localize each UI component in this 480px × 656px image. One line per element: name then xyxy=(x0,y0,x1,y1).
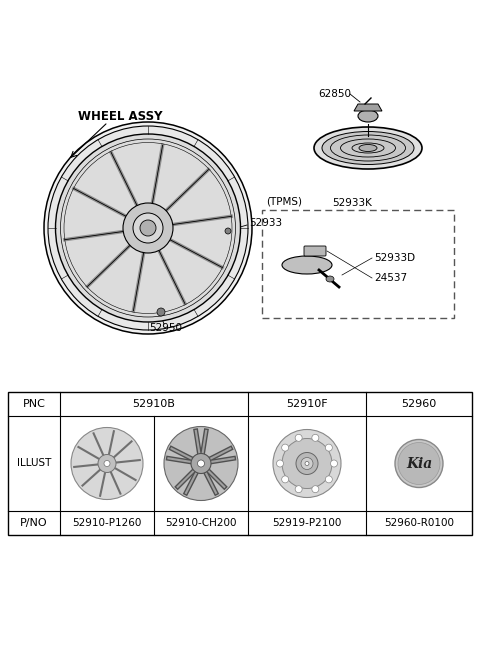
Circle shape xyxy=(191,453,211,474)
Circle shape xyxy=(140,220,156,236)
Ellipse shape xyxy=(44,122,252,334)
Text: P/NO: P/NO xyxy=(20,518,48,528)
Ellipse shape xyxy=(282,256,332,274)
Ellipse shape xyxy=(123,203,173,253)
Ellipse shape xyxy=(133,213,163,243)
Circle shape xyxy=(104,461,110,466)
Circle shape xyxy=(295,485,302,493)
Text: PNC: PNC xyxy=(23,399,46,409)
Circle shape xyxy=(296,453,318,474)
Ellipse shape xyxy=(358,110,378,122)
Text: 52950: 52950 xyxy=(149,323,182,333)
Circle shape xyxy=(312,434,319,441)
Ellipse shape xyxy=(326,276,334,282)
Ellipse shape xyxy=(359,144,377,152)
Circle shape xyxy=(197,460,204,467)
Bar xyxy=(262,210,454,318)
Circle shape xyxy=(398,443,440,485)
Circle shape xyxy=(395,440,443,487)
Circle shape xyxy=(325,476,332,483)
Circle shape xyxy=(276,460,284,467)
Circle shape xyxy=(164,426,238,501)
Circle shape xyxy=(273,430,341,497)
Circle shape xyxy=(325,444,332,451)
Circle shape xyxy=(331,460,337,467)
Text: WHEEL ASSY: WHEEL ASSY xyxy=(78,110,162,123)
Bar xyxy=(8,392,472,535)
Text: Kia: Kia xyxy=(406,457,432,470)
Text: 62850: 62850 xyxy=(318,89,351,99)
Ellipse shape xyxy=(56,134,240,322)
Circle shape xyxy=(98,455,116,472)
Text: 52933D: 52933D xyxy=(374,253,415,263)
Ellipse shape xyxy=(48,126,248,330)
Text: 52910F: 52910F xyxy=(286,399,328,409)
Text: 52960-R0100: 52960-R0100 xyxy=(384,518,454,528)
Text: ILLUST: ILLUST xyxy=(17,459,51,468)
Text: 24537: 24537 xyxy=(374,273,407,283)
Text: 52933: 52933 xyxy=(249,218,282,228)
Text: (TPMS): (TPMS) xyxy=(266,196,302,206)
Text: 52919-P2100: 52919-P2100 xyxy=(272,518,342,528)
Circle shape xyxy=(305,462,309,466)
Text: 52933K: 52933K xyxy=(332,198,372,208)
FancyBboxPatch shape xyxy=(304,246,326,256)
Text: 52910-P1260: 52910-P1260 xyxy=(72,518,142,528)
Circle shape xyxy=(301,457,313,470)
Circle shape xyxy=(282,444,288,451)
Circle shape xyxy=(225,228,231,234)
Circle shape xyxy=(282,438,332,489)
Text: 52910B: 52910B xyxy=(132,399,175,409)
Circle shape xyxy=(312,485,319,493)
Ellipse shape xyxy=(322,131,414,165)
Polygon shape xyxy=(354,104,382,111)
Ellipse shape xyxy=(314,127,422,169)
Circle shape xyxy=(157,308,165,316)
Circle shape xyxy=(295,434,302,441)
Text: 52910-CH200: 52910-CH200 xyxy=(165,518,237,528)
Circle shape xyxy=(71,428,143,499)
Text: 52960: 52960 xyxy=(401,399,437,409)
Circle shape xyxy=(282,476,288,483)
